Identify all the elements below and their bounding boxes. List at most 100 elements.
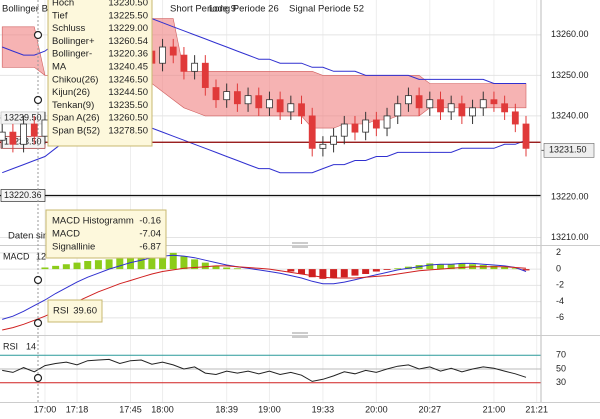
- x-tick-label: 19:00: [258, 404, 281, 414]
- candle-body: [287, 103, 295, 113]
- tooltip-value: 13260.50: [108, 113, 148, 124]
- candle-body: [0, 131, 6, 141]
- header-text: Signal Periode 52: [289, 4, 364, 15]
- tooltip-label: Hoch: [52, 0, 74, 9]
- macd-line: [2, 265, 527, 331]
- plot-layer: 17:00 17:18 17:45 18:00 18:39 19:00 19:33 20:00…: [0, 0, 595, 414]
- candle-body: [340, 123, 348, 137]
- candle-body: [479, 99, 487, 109]
- candle-body: [490, 99, 498, 105]
- histogram-bar: [501, 266, 509, 270]
- x-tick-label: 20:27: [419, 404, 442, 414]
- histogram-bar: [340, 269, 348, 278]
- tooltip-label: Chikou(26): [52, 74, 98, 85]
- x-tick-label: 18:39: [215, 404, 238, 414]
- candle-body: [298, 103, 305, 117]
- hover-marker: [33, 318, 43, 328]
- y-tick-label: -2: [556, 280, 564, 290]
- tooltip-value: 13240.45: [108, 62, 148, 73]
- candle-body: [233, 91, 241, 105]
- candle-body: [351, 123, 359, 133]
- histogram-bar: [84, 260, 92, 270]
- histogram-bar: [511, 268, 519, 270]
- rsi-line: [2, 358, 527, 382]
- histogram-bar: [319, 269, 327, 279]
- candle-body: [276, 99, 284, 113]
- tooltip-label: Schluss: [52, 23, 86, 34]
- price-label-box: [0, 189, 46, 202]
- tooltip-label: Tenkan(9): [52, 100, 94, 111]
- candle-body: [41, 119, 49, 137]
- x-tick-label: 17:00: [34, 404, 57, 414]
- histogram-bar: [287, 269, 295, 272]
- tooltip-value: 13244.50: [108, 87, 148, 98]
- y-tick-label: 30: [556, 377, 566, 387]
- tooltip-label: Kijun(26): [52, 87, 90, 98]
- tooltip-value: 13229.00: [108, 23, 148, 34]
- x-tick-label: 18:00: [151, 404, 174, 414]
- histogram-bar: [362, 269, 370, 274]
- ichimoku-cloud: [1, 18, 527, 129]
- last-price-label: 13231.50: [549, 145, 587, 155]
- tooltip-label: RSI: [53, 306, 69, 317]
- candle-body: [501, 103, 509, 113]
- tooltip-value: 13246.50: [108, 74, 148, 85]
- histogram-bar: [458, 263, 466, 270]
- tooltip-value: 39.60: [73, 306, 97, 317]
- tooltip-value: 13220.36: [108, 49, 148, 60]
- candle-body: [426, 99, 434, 109]
- candle-body: [244, 95, 252, 105]
- x-tick-label: 20:00: [365, 404, 388, 414]
- histogram-bar: [490, 265, 498, 270]
- candle-body: [9, 131, 17, 145]
- tooltip-label: Span B(52): [52, 126, 100, 137]
- histogram-bar: [62, 264, 70, 270]
- candle-body: [511, 111, 519, 125]
- candle-body: [191, 62, 199, 72]
- tooltip-value: 13230.50: [108, 0, 148, 9]
- y-tick-label: 13260.00: [551, 29, 589, 39]
- panel-period: 14: [26, 341, 36, 351]
- tooltip-label: Span A(26): [52, 113, 100, 124]
- y-tick-label: 70: [556, 350, 566, 360]
- tooltip-value: 13235.50: [108, 100, 148, 111]
- candle-body: [362, 119, 370, 133]
- histogram-bar: [447, 264, 455, 270]
- tooltip-value: -0.16: [139, 216, 161, 227]
- tooltip-value: 13278.50: [108, 126, 148, 137]
- x-tick-label: 17:45: [119, 404, 142, 414]
- histogram-bar: [191, 259, 199, 270]
- tooltip-label: Signallinie: [52, 242, 95, 253]
- tooltip-label: MACD: [52, 229, 80, 240]
- header-text: Short Periode 9: [170, 4, 236, 15]
- candle-body: [159, 46, 166, 64]
- histogram-bar: [233, 268, 241, 270]
- candle-body: [30, 123, 38, 137]
- header-text: Long Periode 26: [209, 4, 279, 15]
- price-label: 13220.36: [4, 190, 42, 200]
- candle-body: [458, 103, 466, 117]
- tooltip-value: -6.87: [139, 242, 161, 253]
- y-tick-label: 13240.00: [551, 110, 589, 120]
- x-tick-label: 17:18: [66, 404, 89, 414]
- tooltip-value: 13225.50: [108, 10, 148, 21]
- x-tick-label: 21:21: [525, 404, 548, 414]
- y-tick-label: 2: [556, 247, 561, 257]
- panel-title: RSI: [3, 341, 18, 351]
- candle-body: [394, 103, 402, 117]
- tooltip-box: [45, 209, 167, 259]
- candle-body: [212, 87, 220, 101]
- x-tick-label: 19:33: [312, 404, 335, 414]
- candle-body: [266, 99, 273, 109]
- histogram-bar: [426, 263, 434, 270]
- candle-body: [383, 115, 391, 129]
- panel-title: MACD: [3, 251, 30, 261]
- histogram-bar: [126, 257, 134, 270]
- histogram-bar: [105, 259, 113, 270]
- histogram-bar: [169, 252, 177, 270]
- last-price-box: [543, 143, 595, 158]
- histogram-bar: [116, 258, 124, 270]
- tooltip-label: Bollinger+: [52, 36, 95, 47]
- tooltip-label: MACD Histogramm: [52, 216, 134, 227]
